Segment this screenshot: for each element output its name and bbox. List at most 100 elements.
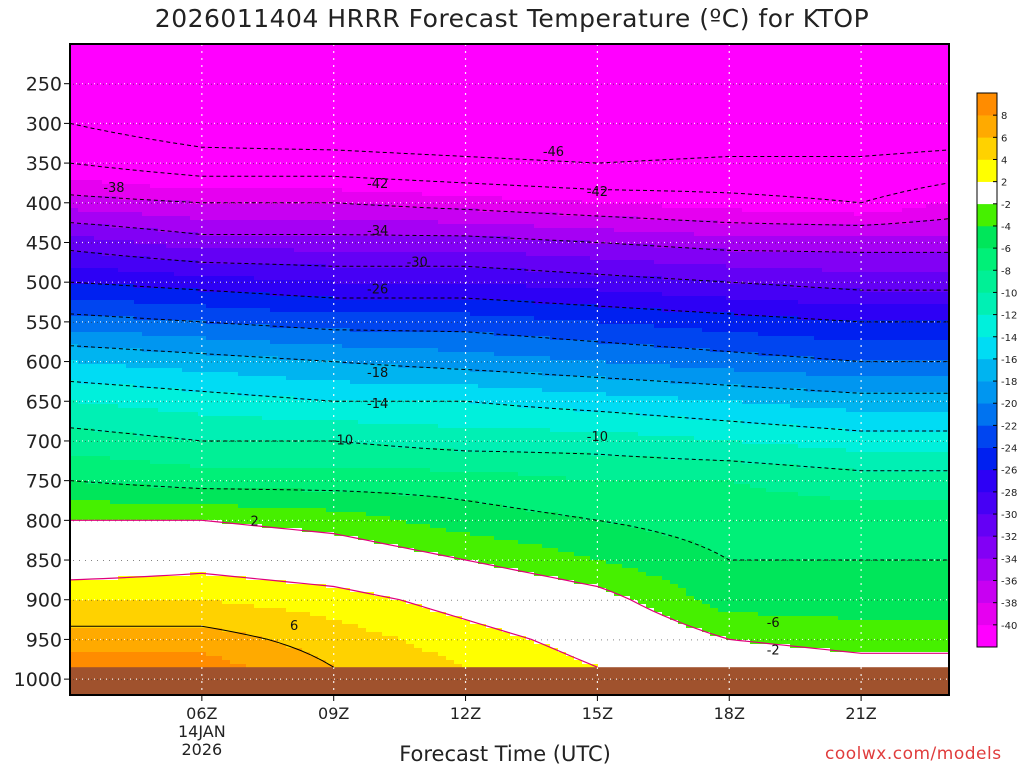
field-cell [166, 600, 175, 605]
field-cell [142, 476, 151, 481]
field-cell [118, 416, 127, 421]
field-cell [214, 180, 223, 185]
field-cell [278, 212, 287, 217]
field-cell [150, 340, 159, 345]
field-cell [286, 140, 295, 145]
field-cell [214, 560, 223, 565]
field-cell [126, 608, 135, 613]
field-cell [278, 252, 287, 257]
field-cell [110, 584, 119, 589]
field-cell [254, 120, 263, 125]
field-cell [262, 184, 271, 189]
field-cell [246, 44, 255, 49]
field-cell [238, 580, 247, 585]
field-cell [126, 48, 135, 53]
field-cell [70, 196, 79, 201]
field-cell [94, 556, 103, 561]
field-cell [246, 352, 255, 357]
field-cell [206, 180, 215, 185]
field-cell [214, 168, 223, 173]
field-cell [310, 232, 319, 237]
field-cell [278, 100, 287, 105]
field-cell [110, 232, 119, 237]
field-cell [174, 548, 183, 553]
field-cell [174, 392, 183, 397]
field-cell [262, 312, 271, 317]
field-cell [166, 336, 175, 341]
field-cell [70, 228, 79, 233]
field-cell [310, 460, 319, 465]
field-cell [286, 208, 295, 213]
field-cell [230, 348, 239, 353]
field-cell [134, 72, 143, 77]
field-cell [278, 184, 287, 189]
field-cell [142, 604, 151, 609]
field-cell [158, 200, 167, 205]
field-cell [78, 500, 87, 505]
field-cell [150, 444, 159, 449]
field-cell [262, 460, 271, 465]
field-cell [142, 92, 151, 97]
field-cell [206, 112, 215, 117]
field-cell [182, 464, 191, 469]
field-cell [102, 92, 111, 97]
field-cell [302, 560, 311, 565]
field-cell [118, 484, 127, 489]
field-cell [150, 184, 159, 189]
field-cell [238, 464, 247, 469]
field-cell [270, 528, 279, 533]
field-cell [174, 228, 183, 233]
field-cell [190, 452, 199, 457]
field-cell [270, 364, 279, 369]
field-cell [94, 108, 103, 113]
field-cell [198, 352, 207, 357]
field-cell [166, 620, 175, 625]
field-cell [86, 108, 95, 113]
field-cell [302, 172, 311, 177]
field-cell [134, 348, 143, 353]
field-cell [118, 268, 127, 273]
field-cell [110, 308, 119, 313]
field-cell [190, 444, 199, 449]
field-cell [270, 372, 279, 377]
field-cell [166, 424, 175, 429]
field-cell [246, 224, 255, 229]
field-cell [262, 148, 271, 153]
field-cell [134, 212, 143, 217]
field-cell [230, 252, 239, 257]
field-cell [78, 496, 87, 501]
field-cell [78, 484, 87, 489]
field-cell [246, 456, 255, 461]
field-cell [118, 144, 127, 149]
field-cell [262, 624, 271, 629]
field-cell [126, 408, 135, 413]
field-cell [254, 124, 263, 129]
field-cell [126, 164, 135, 169]
field-cell [174, 380, 183, 385]
field-cell [174, 136, 183, 141]
field-cell [294, 584, 303, 589]
field-cell [286, 360, 295, 365]
field-cell [134, 168, 143, 173]
field-cell [246, 260, 255, 265]
field-cell [254, 104, 263, 109]
field-cell [150, 536, 159, 541]
field-cell [102, 528, 111, 533]
field-cell [222, 532, 231, 537]
field-cell [190, 584, 199, 589]
field-cell [230, 280, 239, 285]
field-cell [294, 148, 303, 153]
field-cell [70, 172, 79, 177]
field-cell [134, 128, 143, 133]
field-cell [214, 296, 223, 301]
field-cell [246, 296, 255, 301]
field-cell [70, 256, 79, 261]
field-cell [174, 96, 183, 101]
field-cell [254, 488, 263, 493]
field-cell [102, 96, 111, 101]
field-cell [166, 308, 175, 313]
field-cell [310, 124, 319, 129]
field-cell [86, 104, 95, 109]
field-cell [158, 208, 167, 213]
field-cell [86, 404, 95, 409]
